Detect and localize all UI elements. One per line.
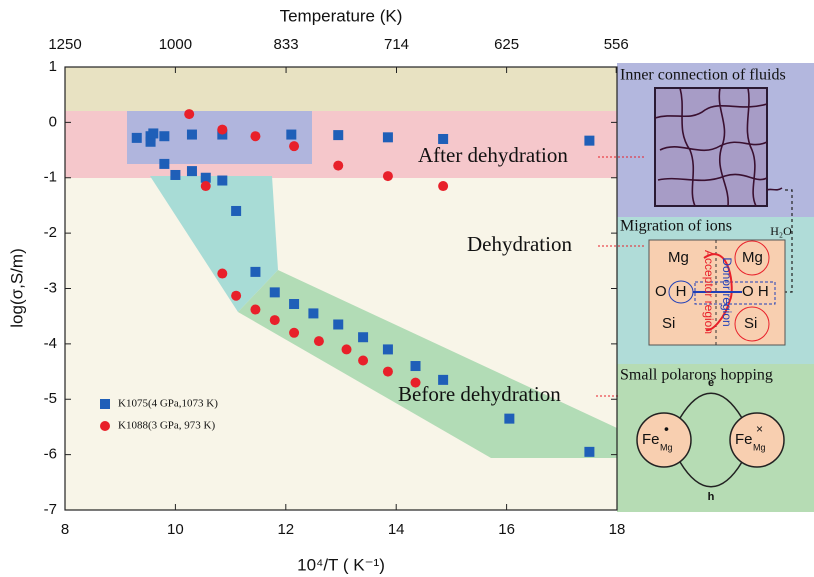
x-tick-label: 8 — [61, 521, 69, 538]
atom: Si — [662, 315, 675, 332]
point — [342, 344, 352, 354]
top-tick-label: 1250 — [48, 36, 81, 53]
y-tick-label: 0 — [49, 113, 57, 130]
top-tick-label: 625 — [494, 36, 519, 53]
panel-title: Migration of ions — [620, 218, 732, 235]
top-tick-label: 714 — [384, 36, 409, 53]
point — [358, 332, 368, 342]
x-tick-label: 12 — [277, 521, 294, 538]
point — [289, 141, 299, 151]
point — [159, 131, 169, 141]
point — [250, 305, 260, 315]
point — [217, 269, 227, 279]
point — [383, 132, 393, 142]
point — [217, 176, 227, 186]
point — [333, 319, 343, 329]
top-axis-label: Temperature (K) — [280, 6, 403, 25]
annotation: Dehydration — [467, 232, 572, 256]
y-tick-label: -2 — [44, 224, 57, 241]
point — [217, 125, 227, 135]
y-tick-label: -6 — [44, 446, 57, 463]
fe-sup: • — [664, 421, 669, 437]
point — [504, 414, 514, 424]
point — [159, 159, 169, 169]
y-tick-label: -7 — [44, 501, 57, 518]
hop-label: e — [708, 377, 714, 389]
water-label: H₂O — [770, 224, 792, 238]
atom: Si — [744, 315, 757, 332]
point — [187, 166, 197, 176]
atom: H — [676, 283, 687, 300]
point — [132, 133, 142, 143]
atom: Mg — [742, 249, 763, 266]
legend-symbol — [100, 399, 110, 409]
legend-symbol — [100, 421, 110, 431]
y-tick-label: -1 — [44, 169, 57, 186]
point — [411, 361, 421, 371]
point — [289, 299, 299, 309]
atom: Mg — [668, 249, 689, 266]
point — [148, 128, 158, 138]
point — [187, 130, 197, 140]
y-tick-label: -3 — [44, 279, 57, 296]
point — [250, 267, 260, 277]
point — [289, 328, 299, 338]
point — [286, 130, 296, 140]
fe-sub: Mg — [660, 442, 673, 452]
point — [170, 170, 180, 180]
panel-title: Inner connection of fluids — [620, 67, 786, 84]
point — [231, 206, 241, 216]
point — [383, 344, 393, 354]
point — [383, 367, 393, 377]
point — [584, 447, 594, 457]
atom: O — [655, 283, 667, 300]
point — [438, 134, 448, 144]
point — [201, 181, 211, 191]
x-axis-label: 10⁴/T ( K⁻¹) — [297, 555, 385, 574]
top-tick-label: 556 — [604, 36, 629, 53]
y-tick-label: 1 — [49, 58, 57, 75]
fe: Fe — [735, 431, 753, 448]
hop-label: h — [708, 491, 715, 503]
region-label: Donor region — [720, 257, 734, 326]
point — [358, 355, 368, 365]
point — [333, 130, 343, 140]
legend-label: K1088(3 GPa, 973 K) — [118, 420, 215, 432]
region-label: Acceptor region — [702, 250, 716, 334]
point — [333, 161, 343, 171]
fe-sup: × — [756, 422, 763, 436]
y-tick-label: -5 — [44, 390, 57, 407]
chart: Temperature (K) 10⁴/T ( K⁻¹) log(σ,S/m) … — [0, 0, 814, 577]
point — [584, 136, 594, 146]
point — [438, 375, 448, 385]
point — [411, 378, 421, 388]
x-tick-label: 10 — [167, 521, 184, 538]
fe: Fe — [642, 431, 660, 448]
point — [314, 336, 324, 346]
annotation: Before dehydration — [398, 382, 561, 406]
point — [270, 315, 280, 325]
upper-band — [65, 67, 617, 111]
top-tick-label: 833 — [274, 36, 299, 53]
y-axis-label: log(σ,S/m) — [7, 248, 26, 327]
x-tick-label: 14 — [388, 521, 405, 538]
atom: O H — [742, 283, 769, 300]
panel-title: Small polarons hopping — [620, 367, 773, 384]
point — [184, 109, 194, 119]
y-tick-label: -4 — [44, 335, 57, 352]
point — [231, 291, 241, 301]
x-tick-label: 16 — [498, 521, 515, 538]
fe-sub: Mg — [753, 442, 766, 452]
x-tick-label: 18 — [609, 521, 626, 538]
point — [270, 287, 280, 297]
annotation: After dehydration — [418, 143, 568, 167]
legend-label: K1075(4 GPa,1073 K) — [118, 398, 218, 410]
top-tick-label: 1000 — [159, 36, 192, 53]
point — [438, 181, 448, 191]
point — [308, 308, 318, 318]
point — [250, 131, 260, 141]
point — [383, 171, 393, 181]
